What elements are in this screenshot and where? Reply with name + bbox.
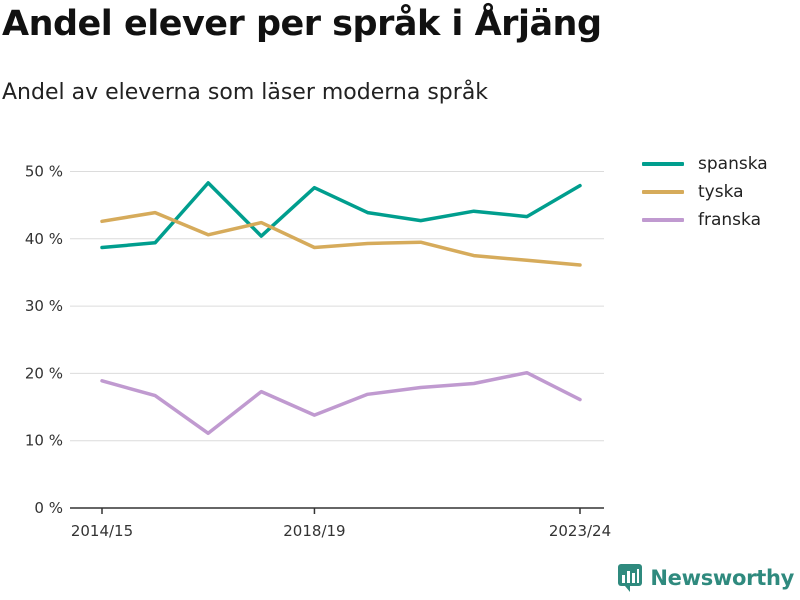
x-tick-label: 2014/15 <box>71 522 133 540</box>
axes: 0 % 10 % 20 % 30 % 40 % 50 % 2014/15 2018/19 202… <box>25 163 611 541</box>
legend-label-franska: franska <box>698 210 761 230</box>
legend: spanska tyska franska <box>642 150 768 234</box>
legend-item-franska[interactable]: franska <box>642 206 768 234</box>
newsworthy-logo-icon <box>618 564 643 592</box>
series-line-spanska <box>100 181 582 250</box>
y-tick-label: 20 % <box>25 364 63 382</box>
series-line-tyska <box>100 210 582 267</box>
legend-swatch-franska <box>642 218 684 222</box>
legend-label-tyska: tyska <box>698 182 744 202</box>
x-tick-label: 2023/24 <box>549 522 611 540</box>
legend-swatch-tyska <box>642 190 684 194</box>
series-lines <box>100 181 582 436</box>
legend-item-spanska[interactable]: spanska <box>642 150 768 178</box>
y-tick-label: 50 % <box>25 163 63 181</box>
legend-item-tyska[interactable]: tyska <box>642 178 768 206</box>
brand-name: Newsworthy <box>650 566 794 590</box>
y-tick-label: 30 % <box>25 297 63 315</box>
brand-logo[interactable]: Newsworthy <box>618 564 794 592</box>
y-tick-label: 10 % <box>25 432 63 450</box>
x-tick-label: 2018/19 <box>283 522 345 540</box>
y-tick-label: 40 % <box>25 230 63 248</box>
chart-title: Andel elever per språk i Årjäng <box>2 4 602 44</box>
series-line-franska <box>100 370 582 436</box>
chart-subtitle: Andel av eleverna som läser moderna språ… <box>2 80 489 105</box>
y-tick-label: 0 % <box>34 499 63 517</box>
legend-label-spanska: spanska <box>698 154 768 174</box>
legend-swatch-spanska <box>642 162 684 166</box>
